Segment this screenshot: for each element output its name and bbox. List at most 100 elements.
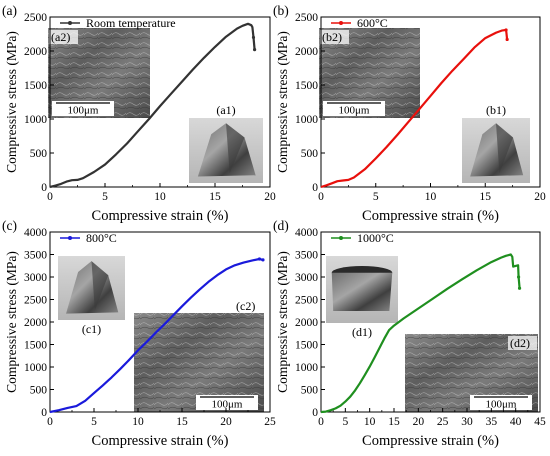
sem-micrograph-b: 100μm (b2) (319, 28, 420, 118)
scale-bar-label-d: 100μm (486, 399, 517, 411)
y-tick-label-c-3: 1500 (24, 340, 47, 352)
x-tick-label-a-3: 15 (209, 191, 221, 203)
scale-bar-label-b: 100μm (339, 105, 370, 117)
x-tick-label-a-2: 10 (154, 191, 166, 203)
sem-micrograph-d: 100μm (d2) (405, 334, 538, 412)
y-tick-label-c-5: 2500 (24, 295, 47, 307)
x-tick-label-d-8: 40 (510, 416, 522, 428)
y-tick-label-c-7: 3500 (24, 250, 47, 262)
panel-a: 100μm (a2) (a1) 0 5 10 15 20 0 500 1000 1500 2000 250… (2, 3, 276, 224)
legend-label-a: Room temperature (86, 16, 176, 30)
y-tick-label-d-4: 2000 (295, 317, 318, 329)
series-end-point-a (253, 48, 257, 52)
y-axis-label-a: Compressive stress (MPa) (4, 31, 19, 173)
x-tick-label-a-1: 5 (102, 191, 108, 203)
sem-micrograph-c: 100μm (c2) (134, 299, 264, 412)
y-tick-label-d-5: 2500 (295, 295, 318, 307)
y-tick-label-b-0: 0 (312, 182, 318, 194)
scale-bar-box-b (323, 101, 385, 116)
x-axis-label-b: Compressive strain (%) (362, 208, 499, 224)
y-tick-label-d-0: 0 (312, 407, 318, 419)
y-tick-label-d-3: 1500 (295, 340, 318, 352)
x-tick-label-d-7: 35 (486, 416, 498, 428)
y-tick-label-a-4: 2000 (24, 46, 47, 58)
legend-label-c: 800°C (86, 231, 117, 245)
y-tick-label-a-5: 2500 (24, 12, 47, 24)
y-tick-label-c-4: 2000 (24, 317, 47, 329)
panel-label-c: (c) (2, 218, 17, 233)
y-tick-label-d-8: 4000 (295, 227, 318, 239)
y-tick-label-a-1: 500 (30, 148, 48, 160)
x-tick-label-d-0: 0 (318, 416, 324, 428)
sem-micrograph-a: 100μm (a2) (48, 28, 150, 118)
x-tick-label-c-5: 25 (264, 416, 276, 428)
x-tick-label-c-1: 5 (91, 416, 97, 428)
scale-bar-box-c (196, 395, 258, 410)
x-tick-label-b-0: 0 (318, 191, 324, 203)
series-line-a (49, 22, 256, 189)
series-line-b (320, 28, 509, 189)
x-tick-label-a-4: 20 (264, 191, 276, 203)
scale-bar-box-a (52, 101, 114, 116)
y-tick-label-d-6: 3000 (295, 272, 318, 284)
panel-label-d: (d) (273, 218, 289, 233)
x-tick-label-d-4: 20 (413, 416, 425, 428)
x-tick-label-c-0: 0 (47, 416, 53, 428)
y-tick-label-c-8: 4000 (24, 227, 47, 239)
y-tick-label-a-2: 1000 (24, 114, 47, 126)
inset-label-d1: (d1) (352, 325, 372, 339)
x-axis-label-d: Compressive strain (%) (362, 433, 499, 449)
x-tick-label-c-2: 10 (132, 416, 144, 428)
y-tick-label-a-0: 0 (41, 182, 47, 194)
y-axis-label-b: Compressive stress (MPa) (275, 31, 290, 173)
series-end-point-d-2 (516, 275, 521, 279)
legend-label-b: 600°C (357, 16, 388, 30)
y-tick-label-b-5: 2500 (295, 12, 318, 24)
sample-photo-a (189, 118, 263, 183)
y-tick-label-b-2: 1000 (295, 114, 318, 126)
x-axis-label-c: Compressive strain (%) (92, 433, 229, 449)
series-end-point-d (517, 286, 522, 290)
y-tick-label-c-6: 3000 (24, 272, 47, 284)
scale-bar-label-a: 100μm (68, 105, 99, 117)
panel-label-b: (b) (273, 3, 289, 18)
y-axis-label-c: Compressive stress (MPa) (4, 251, 19, 393)
inset-label-b2: (b2) (322, 30, 342, 44)
x-tick-label-a-0: 0 (47, 191, 53, 203)
inset-label-a1: (a1) (216, 103, 235, 117)
x-tick-label-d-1: 5 (342, 416, 348, 428)
sample-photo-b (462, 118, 530, 183)
y-tick-label-b-4: 2000 (295, 46, 318, 58)
y-tick-label-b-1: 500 (301, 148, 319, 160)
x-tick-label-c-3: 15 (176, 416, 188, 428)
scale-bar-box-d (470, 395, 532, 410)
y-tick-label-c-1: 500 (30, 385, 48, 397)
inset-label-d2: (d2) (510, 336, 530, 350)
x-tick-label-b-1: 5 (373, 191, 379, 203)
scale-bar-label-c: 100μm (212, 399, 243, 411)
series-line-d (320, 253, 521, 414)
sample-photo-c (58, 256, 125, 320)
x-tick-label-d-6: 30 (461, 416, 473, 428)
x-tick-label-d-5: 25 (437, 416, 449, 428)
inset-label-c1: (c1) (82, 322, 101, 336)
y-axis-label-d: Compressive stress (MPa) (275, 251, 290, 393)
inset-label-c2: (c2) (236, 299, 255, 313)
panel-b: 100μm (b2) (b1) 0 5 10 15 20 0 500 1000 1500 2000 250… (273, 3, 546, 224)
y-tick-label-d-7: 3500 (295, 250, 318, 262)
y-tick-label-a-3: 1500 (24, 80, 47, 92)
series-end-point-b-2 (504, 28, 508, 32)
series-end-point-c (261, 258, 265, 262)
x-axis-label-a: Compressive strain (%) (92, 208, 229, 224)
inset-label-b1: (b1) (486, 103, 506, 117)
series-end-point-b (505, 37, 509, 42)
y-tick-label-c-0: 0 (41, 407, 47, 419)
panel-label-a: (a) (2, 3, 17, 18)
sample-photo-d (326, 256, 398, 323)
y-tick-label-b-3: 1500 (295, 80, 318, 92)
series-line-c (49, 257, 264, 414)
x-tick-label-d-9: 45 (534, 416, 546, 428)
series-end-point-c-2 (257, 257, 262, 261)
y-tick-label-d-2: 1000 (295, 362, 318, 374)
